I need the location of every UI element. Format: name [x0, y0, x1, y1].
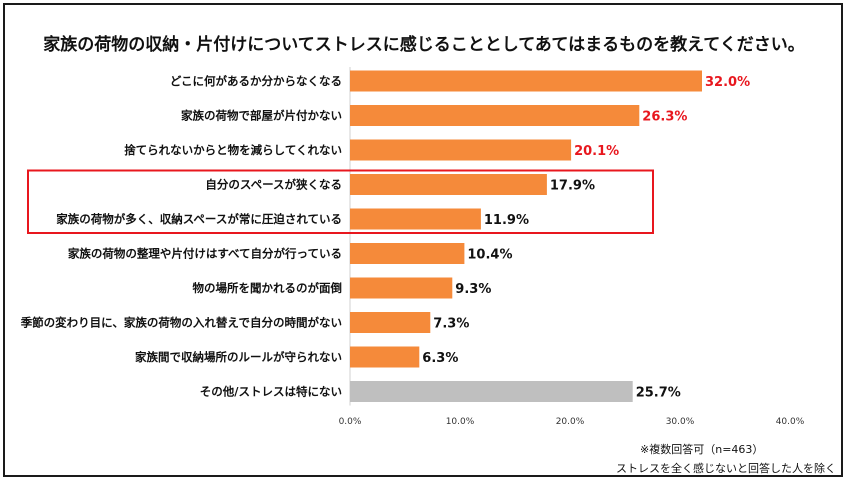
category-label: 家族間で収納場所のルールが守られない	[135, 350, 342, 364]
bar	[350, 346, 420, 368]
value-label: 32.0%	[705, 75, 750, 90]
category-label: 捨てられないからと物を減らしてくれない	[124, 143, 342, 157]
chart-title: 家族の荷物の収納・片付けについてストレスに感じることとしてあてはまるものを教えて…	[43, 35, 805, 55]
bar	[350, 174, 547, 195]
highlight-box	[27, 169, 654, 234]
value-label: 11.9%	[484, 213, 529, 228]
bar	[350, 381, 633, 402]
x-tick-label: 30.0%	[666, 417, 695, 427]
x-tick-label: 40.0%	[776, 417, 805, 427]
category-label: どこに何があるか分からなくなる	[170, 74, 342, 88]
footnote-sample-size: ※複数回答可（n=463）	[640, 443, 764, 456]
value-label: 6.3%	[422, 351, 458, 366]
category-label: 物の場所を聞かれるのが面倒	[193, 281, 343, 295]
value-label: 10.4%	[467, 248, 512, 263]
x-tick-label: 10.0%	[446, 417, 475, 427]
category-label: 季節の変わり目に、家族の荷物の入れ替えで自分の時間がない	[20, 316, 342, 330]
bar	[350, 312, 431, 333]
category-label: 家族の荷物の整理や片付けはすべて自分が行っている	[68, 247, 342, 261]
x-tick-label: 20.0%	[556, 417, 585, 427]
bar	[350, 105, 640, 126]
category-label: 自分のスペースが狭くなる	[205, 178, 342, 192]
category-label: 家族の荷物で部屋が片付かない	[181, 109, 342, 123]
bar	[350, 243, 465, 264]
value-label: 9.3%	[455, 282, 491, 297]
value-label: 20.1%	[574, 144, 619, 159]
category-label: 家族の荷物が多く、収納スペースが常に圧迫されている	[56, 212, 342, 226]
bar	[350, 277, 453, 299]
x-tick-label: 0.0%	[339, 417, 362, 427]
value-label: 26.3%	[642, 110, 687, 125]
bar	[350, 70, 702, 92]
value-label: 17.9%	[550, 179, 595, 194]
value-label: 25.7%	[636, 386, 681, 401]
value-label: 7.3%	[433, 317, 469, 332]
footnote-exclusion: ストレスを全く感じないと回答した人を除く	[616, 462, 836, 475]
category-label: その他/ストレスは特にない	[200, 385, 342, 399]
bar	[350, 139, 572, 161]
bar	[350, 208, 481, 230]
chart-frame	[3, 3, 843, 477]
